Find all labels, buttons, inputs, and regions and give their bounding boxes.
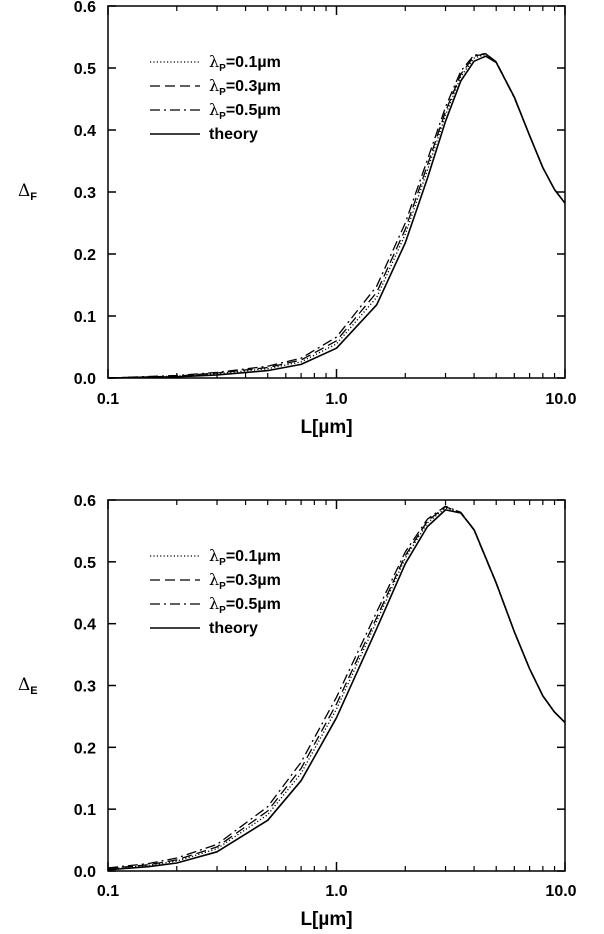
y-tick-label: 0.4 [74,617,96,634]
series-line-dashed [107,506,566,870]
y-tick-label: 0.5 [74,555,96,572]
x-tick-label: 10.0 [545,391,576,408]
y-tick-label: 0.1 [74,802,96,819]
series-line-dashdot [107,53,566,379]
legend-label: λP=0.3µm [209,570,281,592]
y-tick-label: 0.3 [74,679,96,696]
series-line-dotted [107,507,566,870]
y-tick-label: 0.0 [74,371,96,388]
x-tick-label: 10.0 [545,883,576,900]
y-tick-label: 0.1 [74,309,96,326]
x-axis-label: L[µm] [300,909,352,930]
series-line-dotted [107,53,566,379]
y-tick-label: 0.5 [74,61,96,78]
y-tick-label: 0.3 [74,185,96,202]
series-line-solid [107,55,566,379]
y-tick-label: 0.0 [74,864,96,881]
y-tick-label: 0.4 [74,123,96,140]
y-tick-label: 0.2 [74,247,96,264]
legend-label: theory [209,126,258,143]
legend-label: theory [209,620,258,637]
y-axis-label: ΔE [18,675,38,697]
x-axis-label: L[µm] [300,417,352,438]
series-line-dashdot [107,505,566,869]
x-tick-label: 1.0 [325,391,347,408]
legend-label: λP=0.5µm [209,594,281,616]
chart-panel-bottom: 0.00.10.20.30.40.50.60.1 1.0 10.0L[µm]ΔEλP… [18,493,577,930]
y-axis-label: ΔF [18,181,37,203]
chart-panel-top: 0.00.10.20.30.40.50.60.1 1.0 10.0L[µm]ΔFλP… [18,0,577,438]
y-tick-label: 0.2 [74,740,96,757]
legend-label: λP=0.1µm [209,52,281,74]
y-tick-label: 0.6 [74,493,96,510]
x-tick-label: 1.0 [325,883,347,900]
series-line-dashed [107,53,566,379]
x-tick-label: 0.1 [97,883,119,900]
series-line-solid [107,509,566,871]
y-tick-label: 0.6 [74,0,96,16]
legend-label: λP=0.1µm [209,546,281,568]
legend-label: λP=0.3µm [209,76,281,98]
plot-frame [107,499,566,872]
x-tick-label: 0.1 [97,391,119,408]
legend-label: λP=0.5µm [209,100,281,122]
